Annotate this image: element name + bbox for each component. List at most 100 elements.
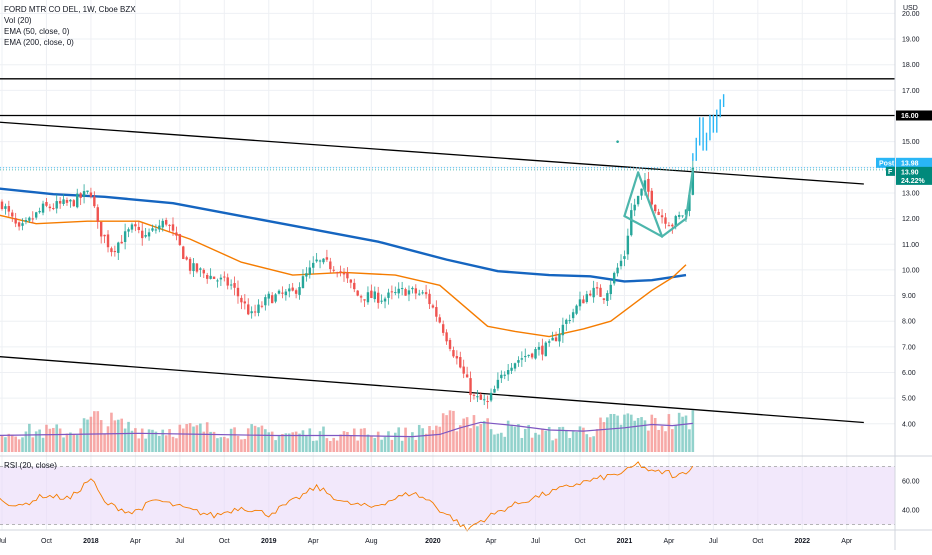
volume-bar [606, 417, 609, 452]
candle-body [506, 370, 510, 375]
candle-body [253, 311, 257, 313]
candle-body [219, 277, 223, 280]
volume-bar [428, 426, 431, 452]
candle-body [182, 246, 185, 259]
volume-bar [250, 424, 253, 452]
candle-body [7, 206, 11, 212]
volume-bar [417, 424, 421, 452]
volume-bar [472, 415, 476, 452]
candle-body [633, 204, 636, 211]
candle-body [226, 277, 229, 286]
rsi-band [0, 466, 895, 525]
candle-body [335, 272, 339, 274]
candle-body [363, 299, 366, 301]
candle-body [332, 269, 335, 271]
pattern-line [623, 171, 640, 218]
candle-body [691, 167, 695, 195]
last-price-value: 13.90 [901, 169, 919, 176]
volume-bar [643, 420, 647, 452]
post-market [616, 94, 725, 161]
volume-bar [496, 433, 500, 452]
trendline [0, 356, 864, 424]
indicator-ema-50[interactable]: EMA (50, close, 0) [4, 27, 70, 36]
volume-bar [86, 419, 89, 452]
candle-body [117, 242, 120, 253]
candle-body [154, 229, 158, 231]
price-label-box [896, 166, 932, 185]
y-tick-label: 5.00 [902, 396, 916, 403]
candle-body [616, 267, 619, 274]
volume-bar [547, 426, 551, 452]
pattern-line [623, 214, 664, 238]
candle-body [294, 290, 298, 294]
volume-bar [647, 430, 650, 452]
volume-bar [154, 431, 158, 452]
x-tick-label: Jul [0, 538, 7, 545]
candle-body [500, 374, 503, 379]
x-tick-label: Jul [175, 538, 184, 545]
volume-bar [301, 430, 305, 452]
candle-body [260, 305, 264, 307]
candle-body [247, 304, 250, 315]
volume-bar [370, 436, 373, 452]
volume-bar [79, 428, 82, 452]
volume-bar [45, 424, 48, 452]
candle-body [79, 193, 82, 198]
volume-bar [65, 433, 69, 452]
volume-bar [62, 437, 65, 452]
candle-body [58, 201, 62, 204]
volume-bar [489, 429, 493, 452]
volume-bar [513, 426, 517, 452]
candle-body [52, 208, 55, 210]
volume-bar [684, 415, 688, 452]
candle-body [243, 301, 247, 304]
symbol-title[interactable]: FORD MTR CO DEL, 1W, Cboe BZX [4, 5, 136, 14]
x-tick-label: Oct [575, 538, 586, 545]
candle-body [636, 195, 640, 205]
candle-body [151, 228, 154, 231]
volume-bar [561, 426, 565, 452]
candle-body [240, 297, 243, 303]
candle-body [602, 298, 606, 300]
candle-body [650, 190, 653, 205]
volume-bar [130, 430, 134, 452]
indicator-ema-200[interactable]: EMA (200, close, 0) [4, 38, 74, 47]
ema-50-line [0, 214, 687, 338]
volume-bar [599, 417, 602, 452]
candle-body [17, 222, 21, 227]
volume-bar [602, 422, 606, 452]
pattern-line [684, 168, 694, 220]
chart-legend: FORD MTR CO DEL, 1W, Cboe BZX Vol (20) E… [4, 4, 136, 48]
volume-bar [298, 433, 301, 452]
volume-bar [356, 440, 359, 452]
candle-body [257, 304, 260, 313]
candle-body [664, 217, 667, 224]
volume-bar [41, 437, 45, 452]
volume-bar [633, 420, 636, 452]
volume-bar [342, 431, 346, 452]
candle-body [31, 218, 34, 220]
post-tag-box [876, 157, 895, 168]
candle-body [370, 290, 373, 298]
candle-body [28, 217, 31, 221]
candle-body [24, 220, 28, 222]
candle-body [11, 212, 14, 217]
volume-bar [260, 425, 264, 452]
rsi-title[interactable]: RSI (20, close) [4, 461, 57, 470]
volume-bar [339, 434, 342, 452]
candle-body [312, 262, 315, 268]
candle-body [69, 199, 72, 202]
volume-bar [226, 438, 230, 452]
volume-bar [400, 440, 404, 452]
x-tick-label: Oct [752, 538, 763, 545]
volume-bars [0, 410, 695, 452]
y-tick-label: 17.00 [902, 88, 920, 95]
candle-body [76, 193, 79, 208]
volume-bar [315, 440, 318, 452]
y-tick-label: 15.00 [902, 139, 920, 146]
volume-bar [565, 430, 568, 452]
ema-lines [0, 187, 687, 338]
indicator-volume[interactable]: Vol (20) [4, 16, 32, 25]
candle-body [520, 358, 524, 360]
